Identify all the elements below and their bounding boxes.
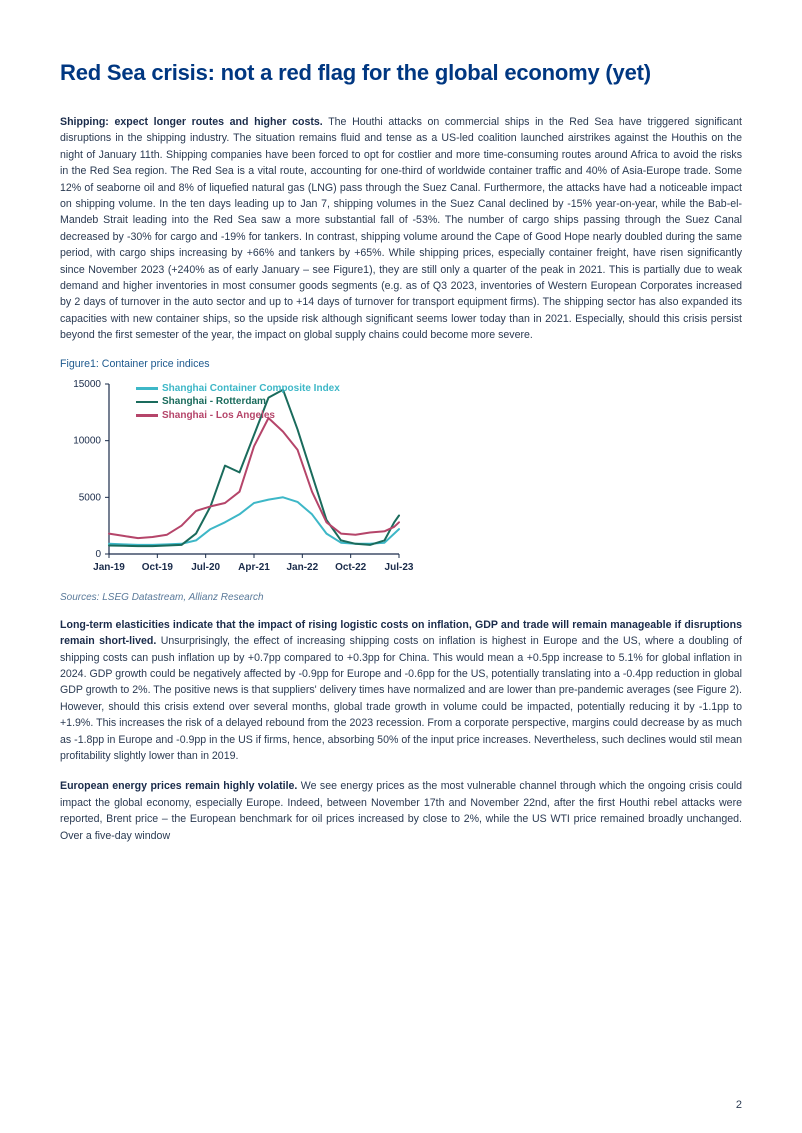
- legend-label: Shanghai Container Composite Index: [162, 382, 340, 396]
- legend-swatch: [136, 387, 158, 390]
- legend-item: Shanghai - Rotterdam: [136, 395, 340, 409]
- svg-text:Jul-23: Jul-23: [385, 562, 414, 573]
- svg-text:10000: 10000: [73, 435, 101, 446]
- svg-text:Oct-22: Oct-22: [335, 562, 367, 573]
- page-title: Red Sea crisis: not a red flag for the g…: [60, 60, 742, 86]
- paragraph-1: Shipping: expect longer routes and highe…: [60, 114, 742, 344]
- paragraph-2: Long-term elasticities indicate that the…: [60, 617, 742, 765]
- legend-swatch: [136, 414, 158, 417]
- svg-text:Jul-20: Jul-20: [191, 562, 220, 573]
- paragraph-2-body: Unsurprisingly, the effect of increasing…: [60, 635, 742, 762]
- legend-label: Shanghai - Los Angeles: [162, 409, 275, 423]
- legend-item: Shanghai - Los Angeles: [136, 409, 340, 423]
- figure-1-chart: Shanghai Container Composite IndexShangh…: [54, 376, 414, 586]
- svg-text:0: 0: [95, 549, 101, 560]
- svg-text:Oct-19: Oct-19: [142, 562, 174, 573]
- paragraph-1-body: The Houthi attacks on commercial ships i…: [60, 116, 742, 341]
- legend-item: Shanghai Container Composite Index: [136, 382, 340, 396]
- paragraph-3-lead: European energy prices remain highly vol…: [60, 780, 297, 792]
- figure-1-sources: Sources: LSEG Datastream, Allianz Resear…: [60, 592, 742, 603]
- svg-text:Apr-21: Apr-21: [238, 562, 270, 573]
- paragraph-3: European energy prices remain highly vol…: [60, 778, 742, 844]
- svg-text:15000: 15000: [73, 379, 101, 390]
- svg-text:Jan-22: Jan-22: [286, 562, 318, 573]
- chart-legend: Shanghai Container Composite IndexShangh…: [136, 382, 340, 423]
- figure-1-title: Figure1: Container price indices: [60, 358, 742, 370]
- legend-swatch: [136, 401, 158, 404]
- svg-text:Jan-19: Jan-19: [93, 562, 125, 573]
- page-number: 2: [736, 1099, 742, 1111]
- svg-text:5000: 5000: [79, 492, 102, 503]
- paragraph-1-lead: Shipping: expect longer routes and highe…: [60, 116, 323, 128]
- legend-label: Shanghai - Rotterdam: [162, 395, 266, 409]
